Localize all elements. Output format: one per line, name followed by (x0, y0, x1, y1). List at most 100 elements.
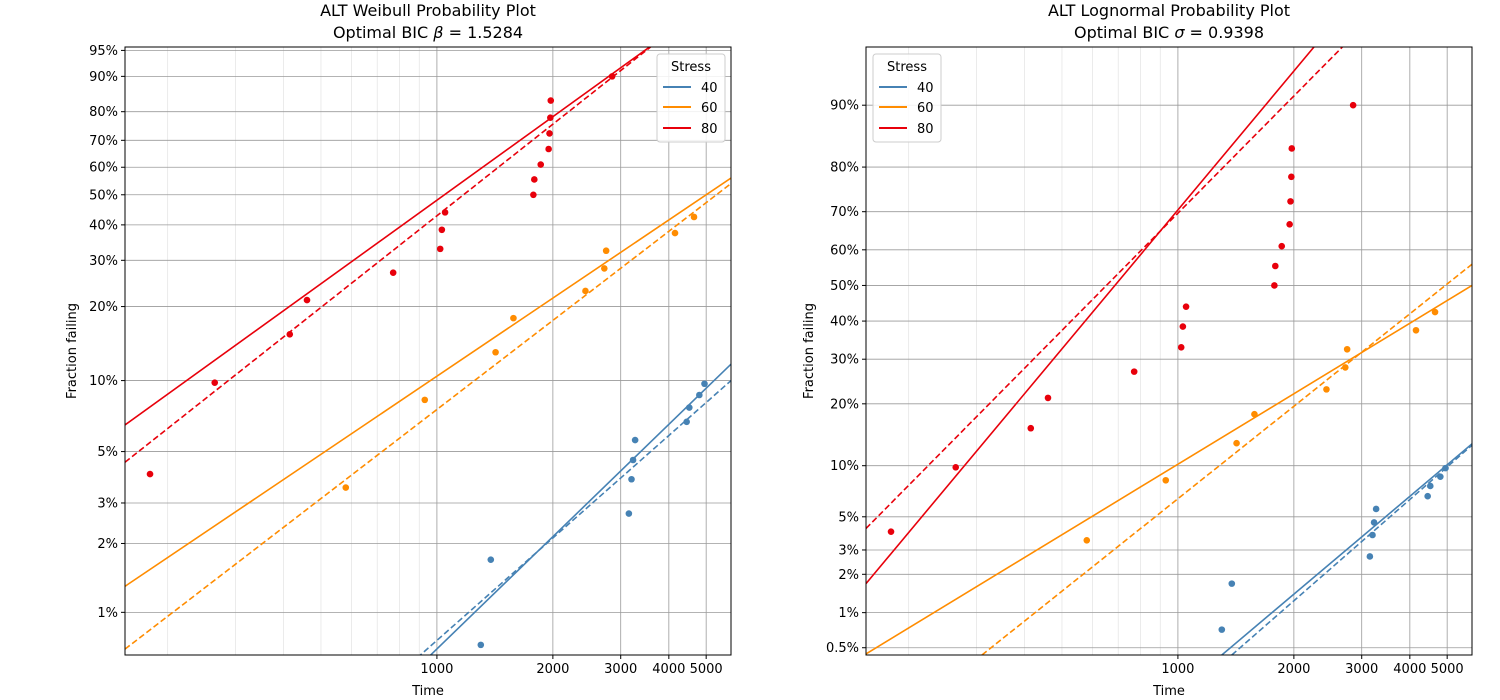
x-tick-label: 2000 (1277, 662, 1310, 677)
data-point-stress-80 (546, 130, 553, 137)
data-point-stress-60 (1343, 345, 1351, 353)
data-point-stress-80 (436, 245, 444, 253)
x-tick-label: 3000 (604, 662, 637, 677)
data-point-stress-40 (701, 380, 708, 388)
fit-line-stress-80 (866, 47, 1316, 585)
y-tick-label: 50% (830, 279, 859, 294)
data-point-stress-80 (1271, 282, 1278, 289)
data-point-stress-40 (631, 436, 639, 444)
fit-line-stress-60 (866, 284, 1472, 655)
data-point-stress-80 (531, 176, 538, 183)
y-tick-label: 70% (89, 134, 118, 149)
fit-line-stress-60 (125, 177, 731, 587)
data-point-stress-80 (1288, 145, 1296, 152)
data-point-stress-40 (477, 641, 485, 649)
data-point-stress-80 (545, 145, 552, 153)
data-point-stress-60 (1162, 476, 1170, 484)
data-point-stress-80 (1288, 173, 1295, 181)
dashed-fit-line-stress-40 (419, 379, 731, 655)
y-tick-label: 0.5% (826, 641, 859, 656)
dashed-fit-line-stress-40 (1231, 444, 1472, 655)
data-point-stress-40 (1366, 553, 1374, 560)
legend-entry: 60 (663, 101, 718, 116)
x-tick-label: 4000 (652, 662, 685, 677)
y-tick-label: 90% (830, 99, 859, 114)
dashed-fit-line-stress-60 (125, 182, 731, 650)
data-point-stress-40 (696, 391, 703, 399)
legend: Stress 40 60 80 (872, 53, 942, 143)
data-point-stress-80 (146, 470, 154, 478)
x-axis-label: Time (411, 684, 444, 699)
y-tick-label: 60% (89, 161, 118, 176)
dashed-fit-line-stress-80 (125, 47, 652, 463)
data-point-stress-60 (510, 314, 517, 322)
data-point-stress-40 (1426, 482, 1434, 490)
y-tick-label: 50% (89, 188, 118, 203)
y-tick-label: 95% (89, 44, 118, 59)
data-point-stress-80 (1027, 424, 1035, 432)
data-point-stress-80 (303, 296, 311, 304)
chart-title: ALT Weibull Probability Plot (320, 1, 536, 20)
data-point-stress-40 (1370, 519, 1378, 526)
data-point-stress-60 (421, 396, 429, 404)
x-tick-label: 2000 (536, 662, 569, 677)
y-tick-label: 2% (97, 537, 118, 552)
data-point-stress-80 (1349, 101, 1357, 109)
data-point-stress-40 (1228, 580, 1236, 587)
data-point-stress-60 (1431, 308, 1439, 316)
data-point-stress-40 (1424, 492, 1431, 500)
legend-title: Stress (671, 60, 711, 75)
data-point-stress-80 (1044, 394, 1052, 402)
data-point-stress-60 (1233, 439, 1240, 447)
data-point-stress-80 (389, 269, 397, 276)
legend-entry: 40 (663, 81, 718, 96)
y-tick-label: 1% (838, 606, 859, 621)
data-point-stress-80 (1179, 323, 1187, 330)
data-point-stress-40 (487, 556, 495, 563)
data-point-stress-40 (685, 404, 693, 411)
y-tick-label: 70% (830, 205, 859, 220)
data-point-stress-80 (286, 331, 294, 338)
legend-title: Stress (887, 60, 927, 75)
fit-line-stress-80 (125, 47, 651, 426)
data-point-stress-40 (1369, 531, 1376, 539)
data-point-stress-60 (602, 247, 610, 255)
y-tick-label: 10% (830, 459, 859, 474)
y-tick-label: 1% (97, 606, 118, 621)
data-point-stress-80 (441, 209, 449, 216)
y-tick-label: 5% (97, 445, 118, 460)
data-point-stress-40 (1442, 464, 1449, 472)
data-point-stress-40 (628, 475, 635, 483)
y-tick-label: 40% (89, 218, 118, 233)
dashed-fit-line-stress-80 (866, 47, 1344, 530)
data-point-stress-40 (683, 418, 690, 426)
weibull-chart: ALT Weibull Probability Plot Optimal BIC… (65, 1, 732, 699)
data-point-stress-80 (1287, 198, 1294, 205)
fit-line-stress-40 (429, 363, 731, 655)
y-tick-label: 40% (830, 315, 859, 330)
legend-label: 80 (917, 122, 934, 137)
data-point-stress-40 (1437, 473, 1444, 480)
data-point-stress-80 (1182, 303, 1190, 310)
chart-title: ALT Lognormal Probability Plot (1048, 1, 1290, 20)
data-point-stress-80 (952, 464, 960, 471)
data-point-stress-40 (1218, 626, 1226, 633)
y-tick-label: 5% (838, 510, 859, 525)
data-point-stress-80 (1278, 242, 1286, 250)
data-point-stress-60 (1251, 410, 1258, 418)
x-tick-label: 5000 (690, 662, 723, 677)
data-point-stress-80 (1130, 368, 1138, 375)
y-tick-label: 90% (89, 70, 118, 85)
x-tick-label: 3000 (1345, 662, 1378, 677)
legend-label: 60 (917, 101, 934, 116)
data-point-stress-80 (547, 114, 554, 122)
y-tick-label: 80% (830, 161, 859, 176)
lognormal-chart: ALT Lognormal Probability Plot Optimal B… (802, 1, 1473, 699)
data-point-stress-80 (438, 226, 446, 234)
data-point-stress-80 (547, 97, 555, 104)
data-point-stress-60 (342, 484, 350, 491)
data-point-stress-60 (1342, 364, 1349, 371)
y-tick-label: 80% (89, 105, 118, 120)
legend-box (656, 53, 726, 143)
data-point-stress-40 (625, 510, 633, 517)
